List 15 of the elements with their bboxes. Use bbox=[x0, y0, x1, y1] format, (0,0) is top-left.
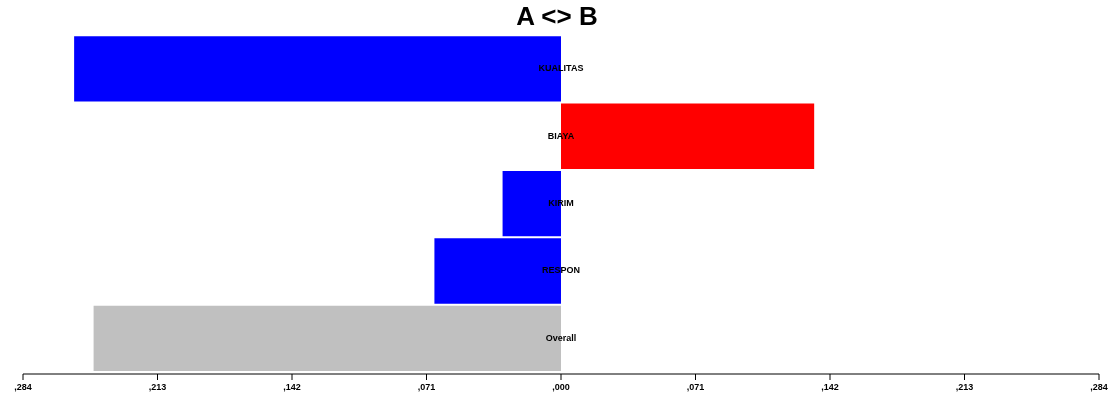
text: ,071 bbox=[417, 381, 436, 392]
chart-title: A <> B bbox=[516, 0, 598, 31]
y-tick-label: Overall bbox=[545, 332, 577, 343]
text: ,000 bbox=[552, 381, 570, 392]
text: ,071 bbox=[686, 381, 705, 392]
y-tick-label: RESPON bbox=[541, 265, 581, 276]
text: ,213 bbox=[955, 381, 974, 392]
text: ,142 bbox=[821, 381, 839, 392]
text: ,142 bbox=[283, 381, 301, 392]
text: ,213 bbox=[148, 381, 167, 392]
y-tick-label: KIRIM bbox=[548, 198, 574, 209]
text: ,284 bbox=[14, 381, 32, 392]
text: ,284 bbox=[1090, 381, 1108, 392]
y-tick-label: KUALITAS bbox=[538, 63, 584, 74]
y-tick-label: BIAYA bbox=[547, 130, 575, 141]
